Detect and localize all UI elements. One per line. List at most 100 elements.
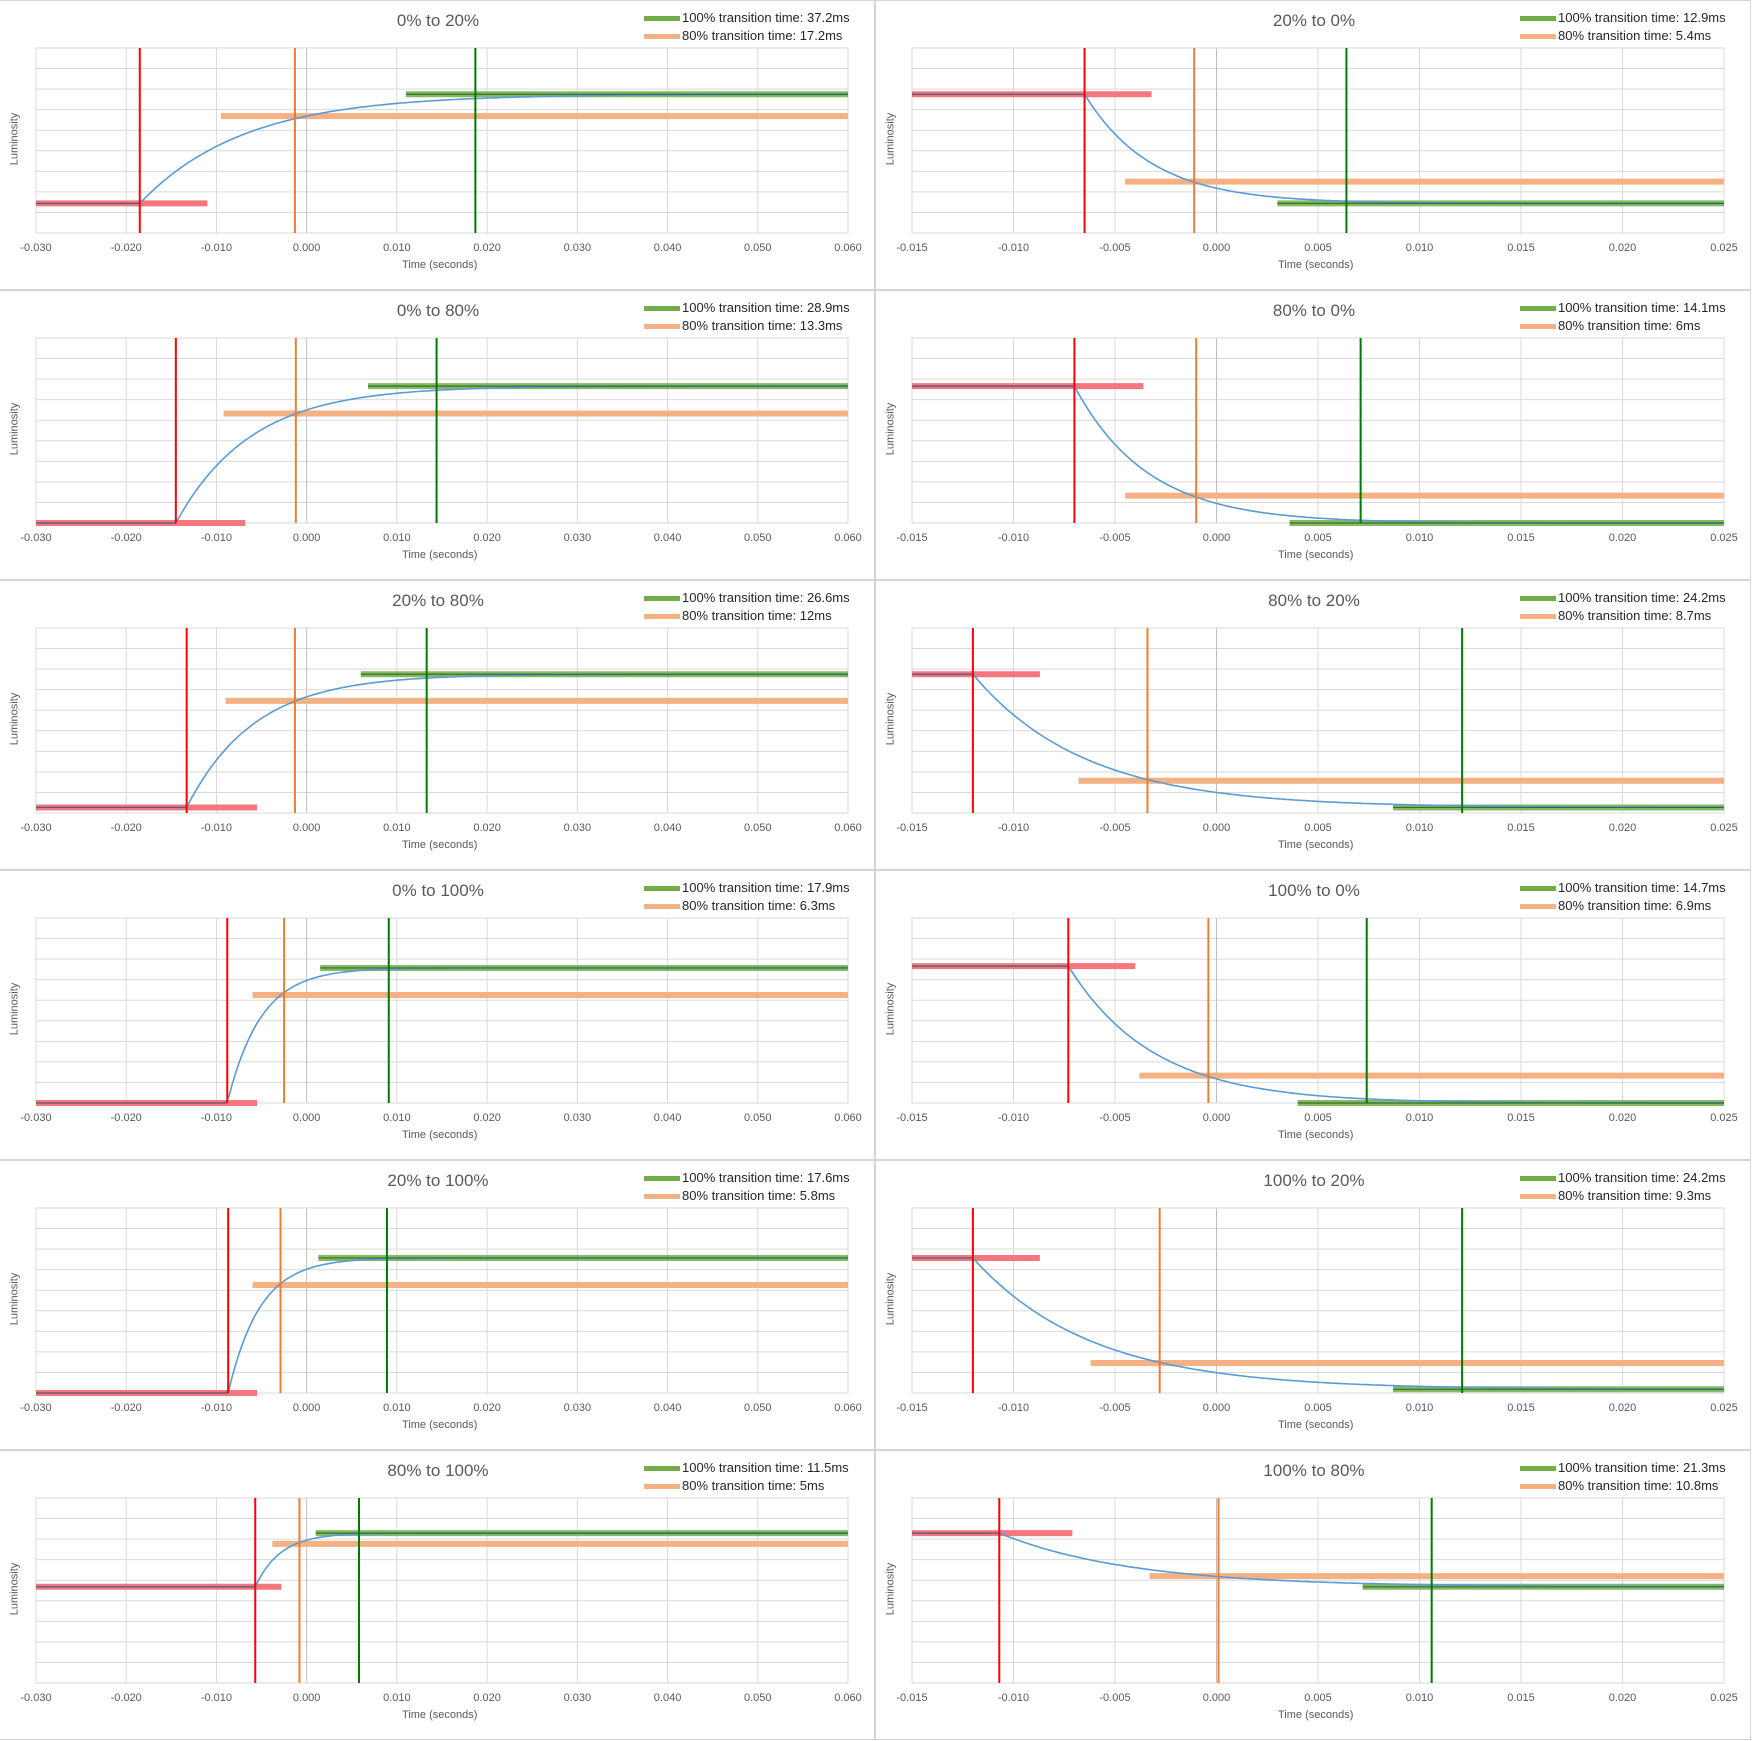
chart-panel: -0.030 -0.020 -0.010 0.000 0.010 0.020 0.030 0.… [0, 580, 875, 870]
x-tick-label: 0.005 [1304, 532, 1332, 544]
x-tick-label: -0.010 [998, 822, 1029, 834]
x-tick-label: 0.010 [1406, 242, 1434, 254]
x-tick-label: -0.005 [1099, 1112, 1130, 1124]
legend-swatch [1520, 903, 1556, 909]
chart-panel: -0.015 -0.010 -0.005 0.000 0.005 0.010 0.015 0.… [875, 1160, 1751, 1450]
x-tick-label: -0.030 [20, 242, 51, 254]
x-tick-label: -0.015 [896, 532, 927, 544]
x-tick-label: 0.025 [1710, 242, 1738, 254]
x-tick-label: 0.010 [383, 822, 411, 834]
x-tick-label: -0.010 [998, 1402, 1029, 1414]
x-tick-label: 0.020 [1609, 1112, 1637, 1124]
legend-label: 80% transition time: 17.2ms [682, 28, 843, 43]
x-tick-label: -0.030 [20, 1112, 51, 1124]
x-tick-label: -0.020 [111, 1112, 142, 1124]
y-axis-label: Luminosity [8, 692, 21, 745]
x-tick-label: -0.020 [111, 1402, 142, 1414]
x-tick-label: -0.005 [1099, 1402, 1130, 1414]
legend-swatch [1520, 1193, 1556, 1199]
chart-svg: -0.030 -0.020 -0.010 0.000 0.010 0.020 0.030 0.… [20, 1207, 862, 1414]
legend-item: 100% transition time: 14.7ms [1520, 879, 1726, 897]
x-tick-label: -0.010 [998, 1112, 1029, 1124]
legend-swatch [1520, 33, 1556, 39]
x-tick-label: -0.005 [1099, 822, 1130, 834]
y-axis-label: Luminosity [8, 1562, 21, 1615]
x-tick-label: -0.030 [20, 1692, 51, 1704]
legend-item: 80% transition time: 17.2ms [644, 27, 850, 45]
plot-frame [911, 1207, 1725, 1394]
x-tick-label: 0.015 [1507, 532, 1535, 544]
chart-svg: -0.030 -0.020 -0.010 0.000 0.010 0.020 0.030 0.… [20, 337, 862, 544]
x-tick-label: 0.020 [473, 1402, 501, 1414]
x-tick-label: 0.020 [473, 822, 501, 834]
x-tick-label: 0.010 [1406, 1692, 1434, 1704]
x-tick-label: 0.050 [744, 822, 772, 834]
x-tick-label: 0.000 [1203, 1692, 1231, 1704]
x-tick-label: 0.040 [654, 1112, 682, 1124]
legend-label: 100% transition time: 12.9ms [1558, 10, 1726, 25]
legend-swatch [1520, 323, 1556, 329]
legend-label: 100% transition time: 26.6ms [682, 590, 850, 605]
x-tick-label: 0.020 [1609, 822, 1637, 834]
legend-swatch [1520, 613, 1556, 619]
x-tick-label: -0.010 [201, 1692, 232, 1704]
chart-legend: 100% transition time: 14.7ms 80% transiti… [1520, 879, 1726, 915]
legend-label: 100% transition time: 14.1ms [1558, 300, 1726, 315]
x-tick-label: -0.020 [111, 822, 142, 834]
chart-panel: -0.030 -0.020 -0.010 0.000 0.010 0.020 0.030 0.… [0, 870, 875, 1160]
chart-title: 0% to 100% [392, 881, 484, 900]
chart-title: 20% to 0% [1272, 11, 1356, 30]
legend-label: 80% transition time: 6ms [1558, 318, 1701, 333]
legend-label: 100% transition time: 14.7ms [1558, 880, 1726, 895]
y-axis-label: Luminosity [884, 1562, 897, 1615]
legend-label: 80% transition time: 5.8ms [682, 1188, 836, 1203]
chart-svg: -0.030 -0.020 -0.010 0.000 0.010 0.020 0.030 0.… [20, 47, 862, 254]
x-tick-label: -0.030 [20, 1402, 51, 1414]
legend-swatch [644, 15, 680, 21]
x-tick-label: 0.010 [383, 1692, 411, 1704]
x-tick-label: 0.040 [654, 1402, 682, 1414]
x-axis-label: Time (seconds) [402, 1419, 478, 1431]
plot-frame [35, 337, 849, 524]
x-tick-label: 0.050 [744, 242, 772, 254]
x-axis-label: Time (seconds) [1278, 259, 1354, 271]
x-tick-label: -0.005 [1099, 1692, 1130, 1704]
chart-title: 0% to 20% [396, 11, 480, 30]
x-axis-label: Time (seconds) [402, 1129, 478, 1141]
chart-svg: -0.015 -0.010 -0.005 0.000 0.005 0.010 0.015 0.… [896, 1207, 1738, 1414]
legend-label: 80% transition time: 12ms [682, 608, 832, 623]
x-tick-label: 0.010 [383, 1112, 411, 1124]
x-axis-label: Time (seconds) [1278, 549, 1354, 561]
legend-label: 100% transition time: 21.3ms [1558, 1460, 1726, 1475]
legend-label: 80% transition time: 5.4ms [1558, 28, 1712, 43]
x-tick-label: 0.060 [834, 242, 862, 254]
legend-item: 100% transition time: 17.9ms [644, 879, 850, 897]
x-tick-label: 0.040 [654, 1692, 682, 1704]
legend-swatch [644, 1193, 680, 1199]
chart-panel: -0.015 -0.010 -0.005 0.000 0.005 0.010 0.015 0.… [875, 1450, 1751, 1740]
chart-panel: -0.015 -0.010 -0.005 0.000 0.005 0.010 0.015 0.… [875, 0, 1751, 290]
chart-title: 20% to 100% [387, 1171, 489, 1190]
x-tick-label: 0.030 [564, 822, 592, 834]
luminosity-line [36, 673, 848, 809]
x-tick-label: 0.005 [1304, 1692, 1332, 1704]
x-tick-label: 0.050 [744, 1402, 772, 1414]
legend-swatch [644, 1465, 680, 1471]
x-tick-label: -0.015 [896, 242, 927, 254]
x-tick-label: -0.005 [1099, 532, 1130, 544]
x-tick-label: 0.025 [1710, 532, 1738, 544]
x-tick-label: 0.060 [834, 1402, 862, 1414]
chart-panel: -0.015 -0.010 -0.005 0.000 0.005 0.010 0.015 0.… [875, 580, 1751, 870]
x-axis-label: Time (seconds) [402, 549, 478, 561]
chart-panel: -0.030 -0.020 -0.010 0.000 0.010 0.020 0.030 0.… [0, 1160, 875, 1450]
chart-title: 80% to 100% [387, 1461, 489, 1480]
plot-frame [911, 1497, 1725, 1684]
x-tick-label: 0.025 [1710, 1112, 1738, 1124]
x-tick-label: 0.000 [1203, 822, 1231, 834]
luminosity-line [36, 93, 848, 205]
chart-svg: -0.015 -0.010 -0.005 0.000 0.005 0.010 0.015 0.… [896, 337, 1738, 544]
chart-legend: 100% transition time: 37.2ms 80% transiti… [644, 9, 850, 45]
legend-label: 100% transition time: 17.6ms [682, 1170, 850, 1185]
x-tick-label: 0.030 [564, 242, 592, 254]
x-tick-label: 0.005 [1304, 822, 1332, 834]
